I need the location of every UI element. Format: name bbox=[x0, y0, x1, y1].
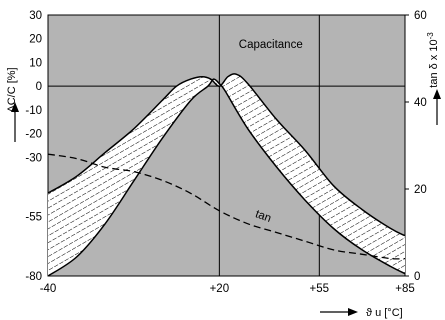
y-right-tick-0: 60 bbox=[414, 10, 427, 22]
y-left-label: ΔC/C [%] bbox=[6, 67, 18, 112]
annotation-0: Capacitance bbox=[239, 39, 303, 51]
series-line-2 bbox=[48, 153, 405, 260]
x-tick-0: -40 bbox=[40, 283, 57, 295]
y-right-axis-title: tan δ x 10-3 bbox=[426, 32, 440, 88]
y-left-tick-1: 20 bbox=[29, 34, 42, 46]
series-layer bbox=[48, 73, 405, 276]
y-left-axis-title: ΔC/C [%] bbox=[6, 67, 18, 112]
x-tick-labels: -40 +20 +55 +85 bbox=[40, 283, 415, 295]
x-tick-1: +20 bbox=[210, 283, 230, 295]
y-left-arrow bbox=[11, 102, 19, 142]
y-right-tick-labels: 60 40 20 0 bbox=[405, 10, 427, 283]
capacitance-band-fill bbox=[48, 73, 405, 276]
y-right-tick-2: 20 bbox=[414, 184, 427, 196]
x-axis-label: ϑ u [°C] bbox=[366, 307, 403, 319]
y-right-tick-1: 40 bbox=[414, 97, 427, 109]
y-left-tick-2: 10 bbox=[29, 57, 42, 69]
y-left-tick-labels: 30 20 10 0 -10 -20 -30 -55 -80 bbox=[25, 10, 42, 283]
y-left-tick-3: 0 bbox=[36, 81, 42, 93]
x-axis-title-group: ϑ u [°C] bbox=[320, 307, 403, 319]
annotations: Capacitance tan bbox=[239, 39, 303, 225]
y-left-tick-6: -30 bbox=[25, 152, 42, 164]
y-left-tick-8: -80 bbox=[25, 271, 42, 283]
y-left-tick-0: 30 bbox=[29, 10, 42, 22]
series-line-1 bbox=[48, 78, 405, 276]
y-left-tick-4: -10 bbox=[25, 105, 42, 117]
y-right-label: tan δ x 10-3 bbox=[426, 32, 440, 88]
x-tick-3: +85 bbox=[395, 283, 415, 295]
annotation-1: tan bbox=[254, 208, 273, 225]
capacitance-band bbox=[48, 73, 405, 276]
y-right-tick-3: 0 bbox=[414, 271, 420, 283]
series-line-0 bbox=[48, 73, 405, 237]
y-left-tick-5: -20 bbox=[25, 129, 42, 141]
y-left-tick-7: -55 bbox=[25, 212, 42, 224]
y-right-arrow bbox=[433, 89, 441, 125]
x-tick-2: +55 bbox=[310, 283, 330, 295]
